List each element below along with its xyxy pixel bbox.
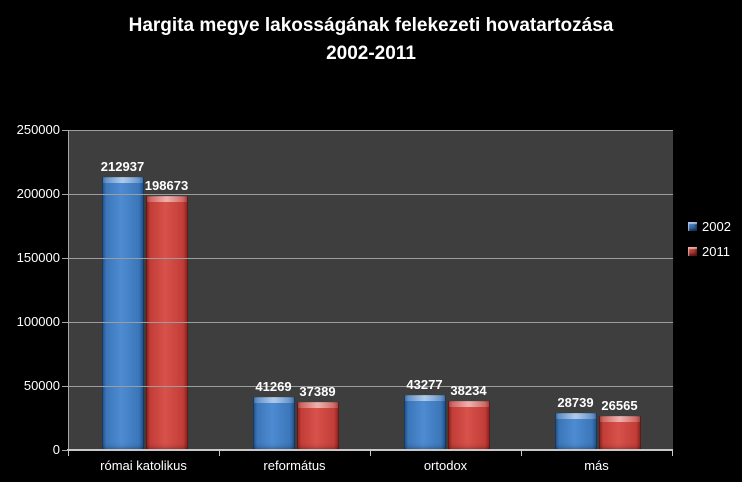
y-tick-mark — [62, 130, 68, 131]
x-axis-line — [67, 449, 673, 451]
y-tick-mark — [62, 450, 68, 451]
bar-2002-cat-1: 41269 — [252, 379, 295, 450]
x-tick-mark — [219, 451, 220, 456]
gridline-200000 — [69, 194, 673, 195]
legend-entry-2011: 2011 — [688, 244, 731, 259]
bar-2002-cat-3: 28739 — [554, 395, 597, 450]
data-label-2011-cat-0: 198673 — [144, 177, 189, 193]
data-label-2002-cat-3: 28739 — [557, 395, 594, 411]
y-tick-mark — [62, 194, 68, 195]
bar-2002-cat-0: 212937 — [101, 159, 144, 450]
data-label-2011-cat-3: 26565 — [601, 398, 638, 413]
legend-entry-2002: 2002 — [688, 219, 731, 234]
y-tick-label: 0 — [52, 442, 60, 457]
data-label-2011-cat-1: 37389 — [299, 384, 336, 400]
legend: 2002 2011 — [688, 219, 731, 259]
x-category-label-0: római katolikus — [100, 458, 187, 473]
y-tick-mark — [62, 386, 68, 387]
y-tick-mark — [62, 258, 68, 259]
y-tick-label: 250000 — [16, 122, 60, 137]
chart-title-line1: Hargita megye lakosságának felekezeti ho… — [128, 15, 614, 36]
gridline-100000 — [69, 322, 673, 323]
y-tick-label: 100000 — [16, 314, 60, 329]
x-category-label-3: más — [584, 458, 609, 473]
legend-marker-icon — [688, 247, 697, 256]
gridline-50000 — [69, 386, 673, 387]
y-tick-label: 200000 — [16, 186, 60, 201]
bar-2011-cat-1: 37389 — [296, 384, 339, 450]
plot-area: 212937 198673 41269 37389 43277 38234 28739 265… — [68, 130, 673, 450]
gridline-150000 — [69, 258, 673, 259]
x-category-label-1: református — [263, 458, 326, 473]
data-label-2002-cat-0: 212937 — [100, 159, 145, 175]
y-tick-label: 150000 — [16, 250, 60, 265]
y-tick-label: 50000 — [23, 378, 60, 393]
bar-group-0: 212937 198673 — [69, 130, 220, 450]
data-label-2011-cat-2: 38234 — [450, 383, 487, 399]
bar-group-3: 28739 26565 — [522, 130, 673, 450]
y-tick-mark — [62, 322, 68, 323]
x-tick-mark — [672, 451, 673, 456]
bar-group-2: 43277 38234 — [371, 130, 522, 450]
x-category-label-2: ortodox — [423, 458, 468, 473]
legend-label: 2002 — [702, 219, 731, 234]
gridline-250000 — [69, 130, 673, 131]
bar-group-1: 41269 37389 — [220, 130, 371, 450]
bar-2002-cat-2: 43277 — [403, 377, 446, 450]
bar-2011-cat-3: 26565 — [598, 398, 641, 450]
data-label-2002-cat-1: 41269 — [255, 379, 292, 395]
bar-groups: 212937 198673 41269 37389 43277 38234 28739 265… — [69, 130, 673, 450]
x-tick-mark — [68, 451, 69, 456]
data-label-2002-cat-2: 43277 — [406, 376, 443, 392]
chart-title: Hargita megye lakosságának felekezeti ho… — [0, 12, 742, 68]
x-tick-mark — [370, 451, 371, 456]
legend-label: 2011 — [702, 244, 730, 259]
bar-2011-cat-2: 38234 — [447, 383, 490, 450]
chart-title-line2: 2002-2011 — [326, 43, 416, 64]
legend-marker-icon — [688, 222, 697, 231]
x-tick-mark — [521, 451, 522, 456]
